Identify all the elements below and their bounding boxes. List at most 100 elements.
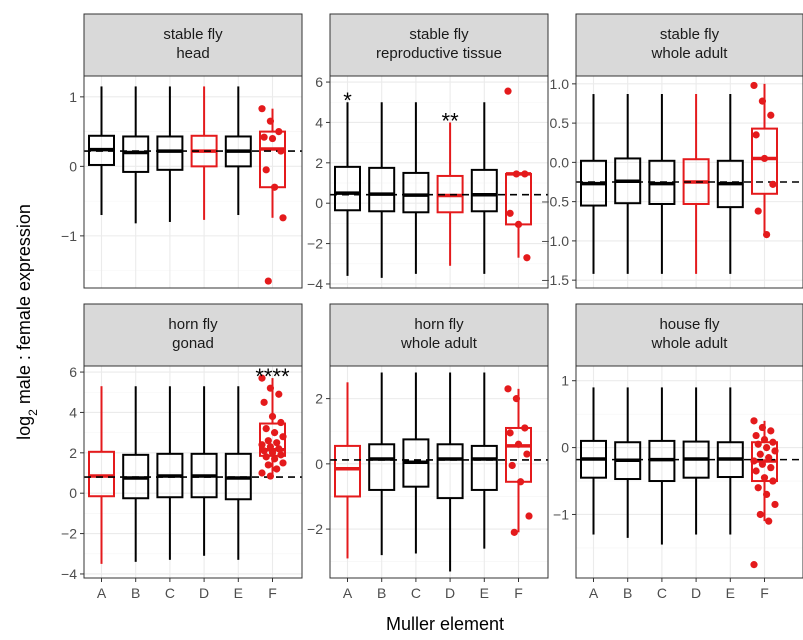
panel-plot-area <box>576 76 803 288</box>
data-point <box>260 133 268 141</box>
y-tick-label: −0.5 <box>541 194 569 210</box>
data-point <box>271 455 279 463</box>
boxplot-C <box>156 386 184 560</box>
data-point <box>506 209 514 217</box>
data-point <box>275 390 283 398</box>
data-point <box>758 423 767 432</box>
significance-label: **** <box>255 364 290 389</box>
x-tick-label: C <box>411 585 421 601</box>
y-tick-label: 0 <box>69 158 77 174</box>
x-tick-label: D <box>199 585 209 601</box>
x-tick-label: B <box>623 585 632 601</box>
boxplot-D <box>190 386 218 556</box>
data-point <box>279 214 287 222</box>
box-iqr <box>156 135 184 171</box>
y-tick-label: 2 <box>315 391 323 407</box>
data-point <box>760 154 769 163</box>
box-iqr <box>368 443 396 491</box>
data-point <box>508 461 516 470</box>
facet-strip-label: whole adult <box>400 335 478 352</box>
data-point <box>525 512 533 520</box>
y-tick-label: −2 <box>307 521 323 537</box>
facet-strip-label: horn fly <box>168 316 218 333</box>
significance-label: ** <box>442 108 460 133</box>
x-tick-label: B <box>377 585 386 601</box>
data-point <box>763 490 771 499</box>
y-tick-label: 0 <box>69 485 77 501</box>
data-point <box>258 469 266 477</box>
panel-border <box>575 365 803 579</box>
boxplot-C <box>648 94 676 274</box>
y-tick-label: 2 <box>315 155 323 171</box>
data-point <box>268 449 277 457</box>
data-point <box>258 105 266 113</box>
panel-background <box>576 366 803 578</box>
boxplot-C <box>402 372 430 554</box>
boxplot-E <box>224 386 252 560</box>
data-point <box>268 412 277 421</box>
panel-background <box>84 76 302 288</box>
facet-strip <box>83 303 303 367</box>
panels: stable fly head −1 0 1 stable fly reproductive… <box>61 13 803 601</box>
y-axis-title: log2 male : female expression <box>14 204 40 440</box>
y-tick-label: 4 <box>69 404 77 420</box>
data-point <box>523 450 531 458</box>
facet-strip-label: stable fly <box>409 26 469 43</box>
panel-5: horn fly whole adult −2 0 2 A B C D E F <box>307 303 549 601</box>
box-iqr <box>368 166 396 213</box>
panel-3: stable fly whole adult −1.5 −1.0 −0.5 0.0 0.5 1… <box>541 13 803 289</box>
data-point <box>273 465 281 473</box>
data-point <box>264 437 272 445</box>
data-point <box>517 478 525 486</box>
x-tick-label: A <box>97 585 107 601</box>
data-point <box>763 231 771 239</box>
x-tick-label: E <box>234 585 243 601</box>
box-iqr <box>88 450 115 498</box>
data-point <box>264 277 272 285</box>
y-tick-label: 6 <box>69 364 77 380</box>
y-tick-label: 0.0 <box>550 154 570 170</box>
data-point <box>260 447 268 455</box>
data-point <box>763 443 771 452</box>
y-tick-label: 0 <box>561 440 569 456</box>
data-point <box>277 451 285 459</box>
data-point <box>266 472 274 480</box>
facet-strip-label: head <box>176 45 209 62</box>
data-point <box>756 510 764 519</box>
panel-border <box>83 75 303 289</box>
x-tick-label: D <box>691 585 701 601</box>
y-tick-label: 6 <box>315 74 323 90</box>
data-point <box>277 147 285 155</box>
data-point <box>750 417 758 425</box>
data-point <box>271 429 279 437</box>
x-axis-title: Muller element <box>386 614 504 634</box>
facet-strip <box>329 303 549 367</box>
facet-strip-label: gonad <box>172 335 214 352</box>
data-point <box>258 374 266 382</box>
y-tick-label: 1.0 <box>550 76 570 92</box>
data-point <box>754 484 762 492</box>
data-point <box>769 438 777 446</box>
y-axis-title-prefix: log <box>14 416 34 440</box>
panel-background <box>330 76 548 288</box>
x-tick-label: A <box>343 585 353 601</box>
panel-border <box>329 75 549 289</box>
data-point <box>504 87 512 95</box>
box-iqr <box>470 444 498 491</box>
data-point <box>277 418 285 427</box>
y-tick-label: −1.0 <box>541 233 569 249</box>
panel-plot-area <box>84 366 302 578</box>
y-tick-label: 4 <box>315 114 323 130</box>
data-point <box>504 385 512 393</box>
y-tick-label: −4 <box>61 566 77 582</box>
boxplot-A <box>88 386 115 564</box>
data-point <box>268 134 277 143</box>
data-point <box>765 454 773 462</box>
facet-strip-label: reproductive tissue <box>376 45 502 62</box>
data-point <box>769 477 777 485</box>
boxplot-D <box>436 372 464 572</box>
data-point <box>260 398 268 406</box>
data-point <box>264 461 272 469</box>
boxplot-B <box>122 86 150 224</box>
